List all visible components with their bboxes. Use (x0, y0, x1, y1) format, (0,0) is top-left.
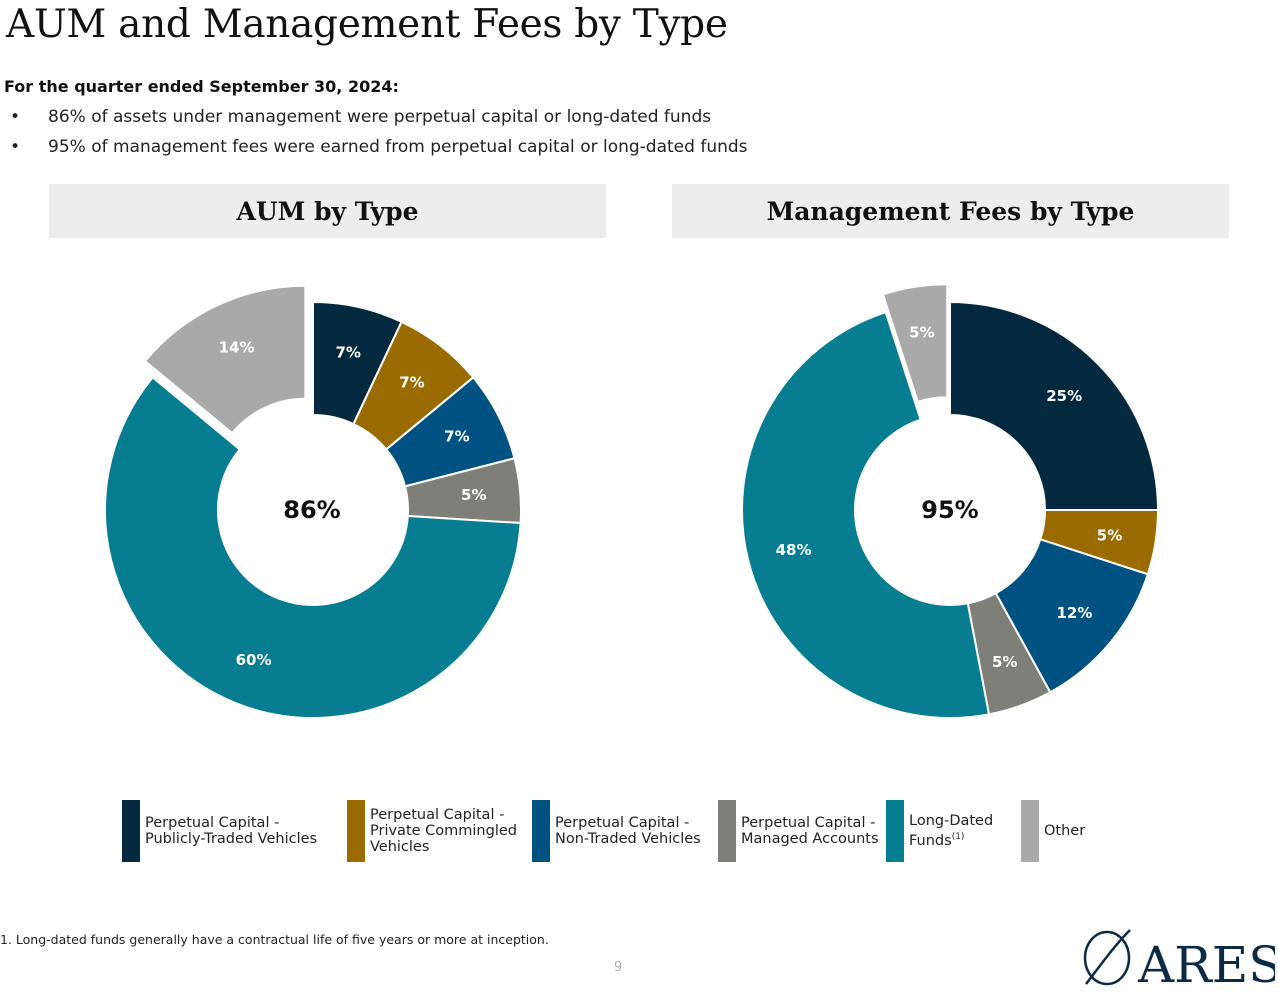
legend-item: Perpetual Capital - Private Commingled V… (347, 800, 517, 862)
bullet-text: 95% of management fees were earned from … (48, 137, 748, 157)
fees-data-label-4: 48% (776, 541, 812, 559)
legend-item: Long-Dated Funds(1) (886, 800, 993, 862)
legend-swatch (347, 800, 365, 862)
bullet-icon: • (10, 137, 21, 157)
fees-slice-5 (881, 283, 949, 404)
legend-item: Perpetual Capital - Publicly-Traded Vehi… (122, 800, 317, 862)
bullet-text: 86% of assets under management were perp… (48, 107, 712, 127)
aum-data-label-1: 7% (399, 373, 424, 391)
aum-chart-title: AUM by Type (49, 184, 606, 238)
legend-label: Perpetual Capital - Private Commingled V… (370, 807, 517, 855)
fees-data-label-2: 12% (1056, 604, 1092, 622)
aum-center-label: 86% (283, 496, 341, 524)
legend-item: Other (1021, 800, 1085, 862)
aum-data-label-0: 7% (335, 343, 360, 361)
legend-label: Perpetual Capital - Non-Traded Vehicles (555, 815, 701, 847)
legend-superscript: (1) (951, 832, 965, 843)
legend-swatch (122, 800, 140, 862)
aum-data-label-2: 7% (444, 428, 469, 446)
aum-slice-5 (143, 284, 307, 435)
legend-label: Perpetual Capital - Publicly-Traded Vehi… (145, 815, 318, 847)
aum-slice-4 (104, 376, 522, 719)
legend-swatch (532, 800, 550, 862)
legend-swatch (886, 800, 904, 862)
bullet-item: • 86% of assets under management were pe… (10, 105, 748, 135)
page-subtitle: For the quarter ended September 30, 2024… (4, 77, 399, 96)
page-title: AUM and Management Fees by Type (6, 2, 728, 47)
fees-slice-0 (949, 300, 1160, 511)
aum-data-label-3: 5% (461, 486, 486, 504)
bullet-item: • 95% of management fees were earned fro… (10, 135, 748, 165)
fees-data-label-0: 25% (1046, 387, 1082, 405)
bullet-list: • 86% of assets under management were pe… (10, 105, 748, 165)
ares-logo: ARES (1080, 926, 1278, 994)
legend-label: Other (1044, 823, 1086, 839)
donut-charts: 7% 7% 7% 5% 60% 14% 25% 5% 12% 5% 48% 5% (104, 283, 1160, 719)
aum-data-label-4: 60% (236, 651, 272, 669)
ares-logo-icon: ARES (1083, 929, 1278, 994)
legend-item: Perpetual Capital - Managed Accounts (718, 800, 879, 862)
legend-item: Perpetual Capital - Non-Traded Vehicles (532, 800, 701, 862)
legend-label: Long-Dated Funds(1) (909, 813, 994, 849)
fees-slice-2 (994, 538, 1150, 694)
aum-data-label-5: 14% (219, 339, 255, 357)
page-number: 9 (614, 960, 623, 975)
legend-swatch (1021, 800, 1039, 862)
fees-data-label-1: 5% (1097, 526, 1122, 544)
fees-data-label-3: 5% (992, 653, 1017, 671)
fees-center-label: 95% (921, 496, 979, 524)
footnote: 1. Long-dated funds generally have a con… (0, 932, 549, 947)
fees-chart-title: Management Fees by Type (672, 184, 1229, 238)
legend-label: Perpetual Capital - Managed Accounts (741, 815, 879, 847)
logo-text: ARES (1137, 936, 1275, 990)
chart-legend: Perpetual Capital - Publicly-Traded Vehi… (0, 800, 1278, 862)
fees-data-label-5: 5% (909, 324, 934, 342)
bullet-icon: • (10, 107, 21, 127)
legend-swatch (718, 800, 736, 862)
fees-slice-4 (740, 310, 991, 719)
